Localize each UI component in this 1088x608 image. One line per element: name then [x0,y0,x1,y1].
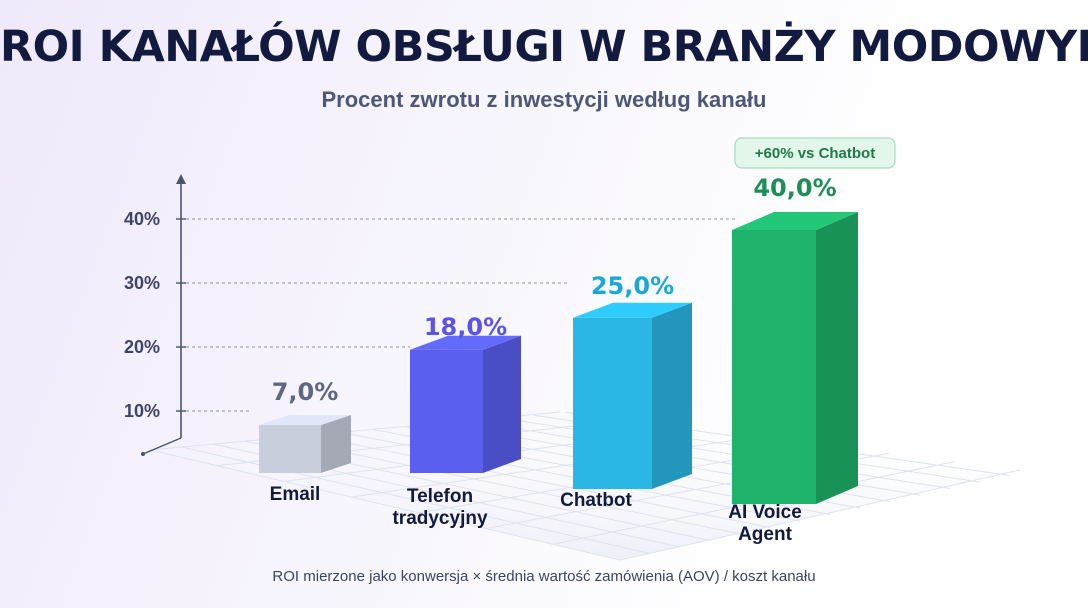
chart-subtitle: Procent zwrotu z inwestycji według kanał… [321,87,767,112]
category-label: Email [270,484,321,505]
bar-side [483,335,521,473]
category-labels: Email Telefon tradycyjny Chatbot AI Voice Age… [270,484,802,545]
badge-box [734,137,896,169]
value-label: 40,0% [753,174,836,202]
y-axis [141,174,186,456]
bar-side [321,415,351,473]
floor-grid-line [619,469,1021,561]
value-label: 25,0% [591,272,674,300]
bar-top [573,302,692,318]
bar [573,302,692,489]
value-label: 7,0% [272,378,339,406]
bar-front [410,349,483,473]
chart-footnote: ROI mierzone jako konwersja × średnia wa… [272,568,816,585]
y-tick-labels: 10% 20% 30% 40% [124,209,160,421]
bar-top [732,212,858,230]
category-label: AI Voice Agent [728,502,802,545]
x-axis-line [142,437,182,455]
y-tick-label: 30% [124,273,160,293]
y-axis-arrow [176,174,186,184]
y-tick-label: 20% [124,337,160,357]
category-label-line: tradycyjny [392,508,487,529]
bar-side [816,212,858,504]
floor-grid-line [149,449,621,561]
bar-front [732,230,816,504]
bar-front [259,425,321,473]
bar [732,212,858,504]
bar-top [410,335,521,350]
category-label-line: Email [270,484,321,505]
floor-grid-line [309,435,771,528]
floor-grid-line [277,437,741,535]
category-label-line: Agent [738,524,793,545]
category-label-line: Telefon [407,486,473,507]
bar-front [573,317,652,489]
y-tick-label: 10% [124,401,160,421]
badge-text: +60% vs Chatbot [755,145,875,162]
bar [410,335,521,473]
bar [259,415,351,473]
chart-title: ROI KANAŁÓW OBSŁUGI W BRANŻY MODOWYM [0,22,1088,72]
comparison-badge: +60% vs Chatbot [734,137,896,169]
y-tick-label: 40% [124,209,160,229]
category-label: Chatbot [560,490,632,511]
gridlines [186,218,735,412]
value-labels: 7,0% 18,0% 25,0% 40,0% [272,174,837,406]
category-label: Telefon tradycyjny [392,486,487,529]
bars [259,212,858,504]
value-label: 18,0% [424,313,507,341]
category-label-line: Chatbot [560,490,632,511]
bar-side [652,302,692,489]
axis-origin-dot [141,452,145,456]
bar-top [259,415,351,426]
category-label-line: AI Voice [728,502,802,523]
